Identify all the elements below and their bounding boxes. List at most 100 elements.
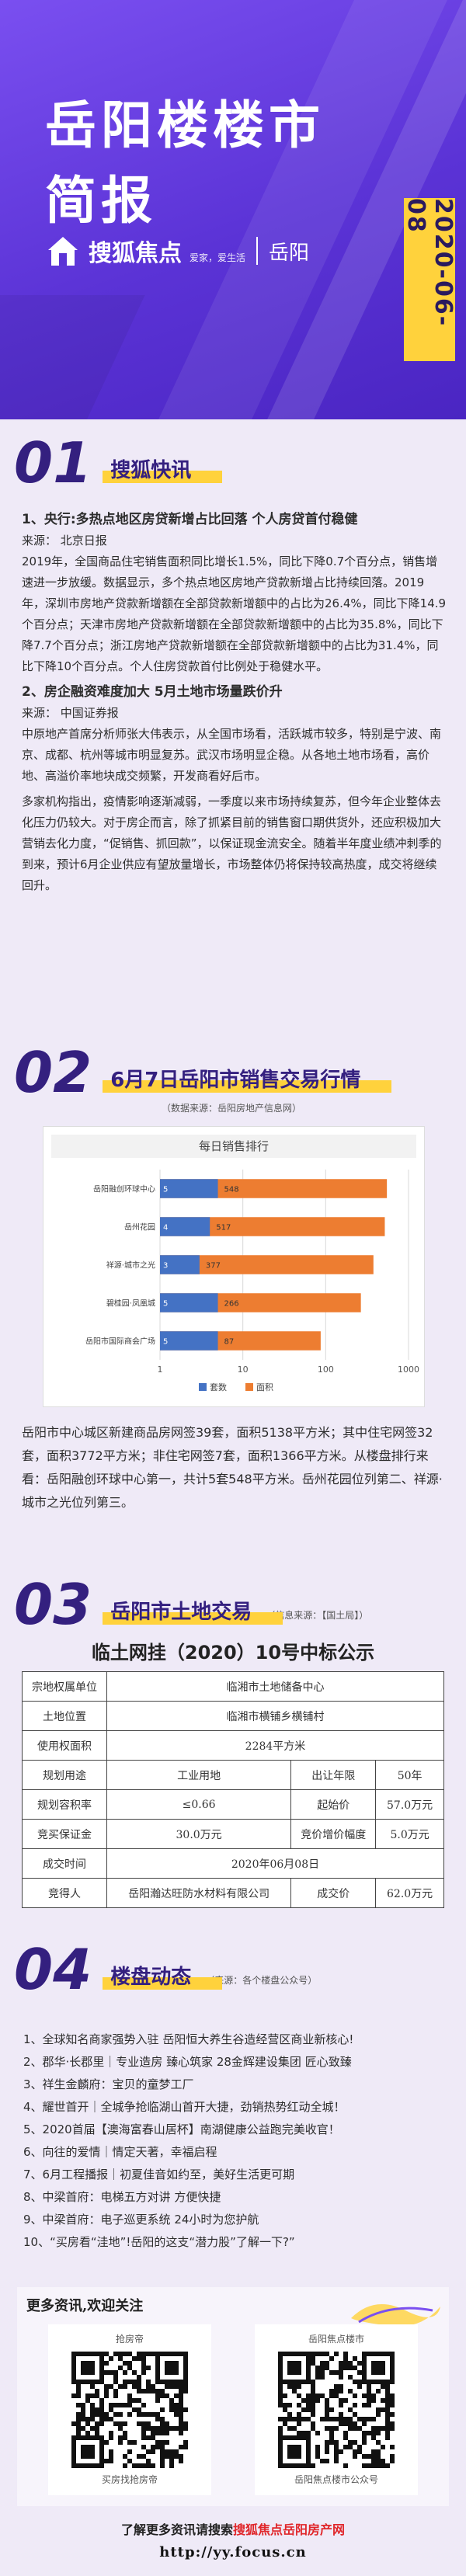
note: （来源：各个楼盘公众号） [205,1975,318,1986]
qr-cell [278,2417,283,2421]
qr-cell [353,2356,357,2361]
table-cell: 2284平方米 [106,1730,444,1761]
qr-cell [278,2403,283,2407]
stamp [351,2304,440,2327]
qr-cell [334,2440,339,2445]
qr-cell [76,2412,81,2417]
qr-cell [174,2361,179,2366]
qr-cell [104,2393,109,2398]
qr-cell [118,2366,123,2370]
qr-cell [329,2426,334,2431]
qr-cell [183,2440,188,2445]
x-tick-label: 1000 [398,1364,419,1375]
qr-cell [292,2380,297,2384]
qr-cell [123,2421,127,2426]
qr-cell [179,2454,183,2459]
qr-cell [81,2449,85,2454]
qr-cell [362,2356,367,2361]
qr-cell [85,2361,90,2366]
dynamics-item: 6、向往的爱情｜情定天著，幸福启程 [23,2145,217,2159]
city: 岳阳 [269,241,310,265]
qr-cell [113,2352,118,2356]
qr-cell [81,2366,85,2370]
qr-cell [155,2356,160,2361]
qr-cell [325,2398,329,2403]
qr-cell [165,2384,169,2389]
qr-cell [137,2380,141,2384]
table-row: 规划用途 工业用地 出让年限 50年 [22,1760,444,1790]
qr-cell [99,2366,104,2370]
qr-cell [127,2440,132,2445]
table-cell: 起始价 [290,1789,377,1820]
qr-cell [334,2389,339,2393]
qr-cell [123,2403,127,2407]
qr-cell [127,2393,132,2398]
qr-cell [287,2435,292,2440]
qr-cell [306,2361,311,2366]
table-cell: 成交价 [290,1878,377,1908]
qr-cell [113,2370,118,2375]
qr-cell [127,2380,132,2384]
qr-cell [278,2366,283,2370]
section-heading: 楼盘动态 [103,1961,223,1990]
qr-cell [301,2463,306,2468]
qr-cell [179,2426,183,2431]
qr-cell [118,2426,123,2431]
qr-cell [306,2435,311,2440]
dynamics-item: 5、2020首届【澳海富春山居杯】南湖健康公益跑完美收官！ [23,2122,340,2136]
qr-code [71,2352,188,2468]
qr-cell [104,2361,109,2366]
qr-cell [183,2361,188,2366]
qr-cell [348,2445,353,2449]
qr-cell [95,2407,99,2412]
qr-cell [320,2352,325,2356]
qr-cell [390,2375,395,2380]
qr-cell [174,2366,179,2370]
qr-cell [353,2449,357,2454]
qr-cell [306,2459,311,2463]
qr-cell [278,2370,283,2375]
qr-cell [297,2352,301,2356]
qr-cell [283,2417,287,2421]
qr-cell [160,2426,165,2431]
qr-cell [183,2380,188,2384]
qr-cell [367,2403,371,2407]
qr-cell [81,2435,85,2440]
qr-cell [85,2370,90,2375]
qr-cell [127,2403,132,2407]
qr-cell [329,2440,334,2445]
qr-cell [287,2426,292,2431]
qr-cell [165,2431,169,2435]
data-label: 517 [216,1224,231,1232]
qr-cell [183,2389,188,2393]
table-cell: 50年 [375,1760,444,1790]
dynamics-item: 1、全球知名商家强势入驻 岳阳恒大养生谷造经营区商业新核心! [23,2032,354,2046]
qr-cell [339,2403,343,2407]
qr-cell [151,2352,155,2356]
dynamics-item: 8、中梁首府：电梯五方对讲 方便快捷 [23,2190,221,2204]
qr-cell [367,2352,371,2356]
qr-cell [155,2361,160,2366]
qr-cell [155,2398,160,2403]
qr-cell [311,2412,315,2417]
qr-cell [320,2361,325,2366]
qr-cell [353,2440,357,2445]
qr-cell [278,2375,283,2380]
qr-cell [320,2366,325,2370]
table-cell: 工业用地 [106,1760,292,1790]
qr-cell [301,2417,306,2421]
qr-cell [90,2463,95,2468]
qr-cell [353,2454,357,2459]
qr-cell [376,2412,381,2417]
x-tick-label: 10 [238,1364,249,1375]
qr-cell [123,2361,127,2366]
qr-cell [95,2431,99,2435]
qr-cell [155,2375,160,2380]
qr-cell [118,2403,123,2407]
qr-cell [155,2352,160,2356]
qr-cell [90,2380,95,2384]
qr-cell [334,2352,339,2356]
table-cell: 宗地权属单位 [22,1671,107,1702]
qr-cell [90,2445,95,2449]
qr-cell [315,2431,320,2435]
